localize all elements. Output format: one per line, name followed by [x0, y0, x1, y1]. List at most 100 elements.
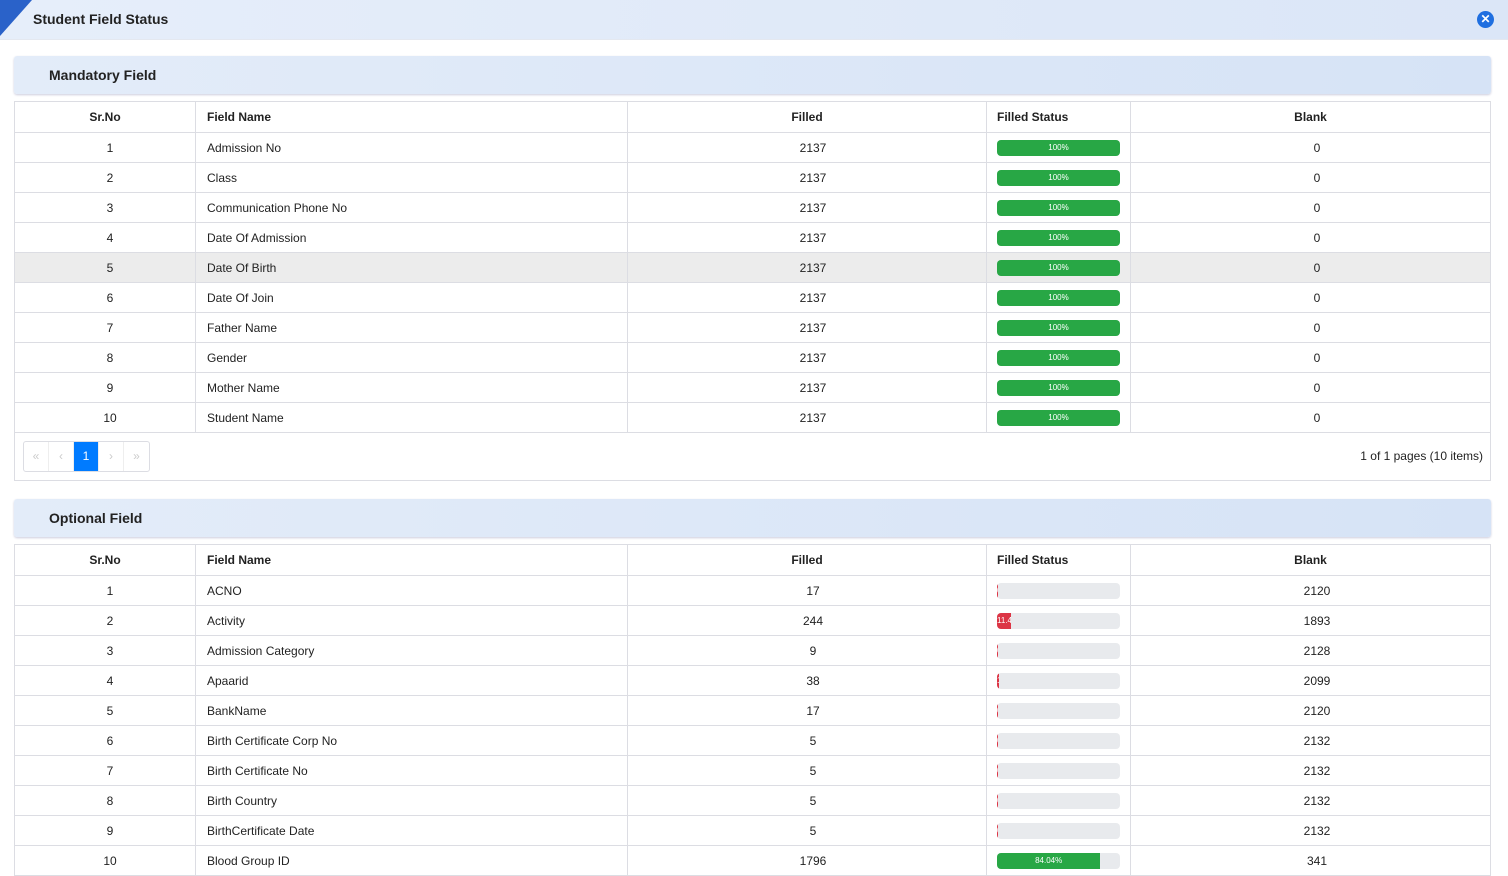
table-row[interactable]: 4 Date Of Admission 2137 100% 0 — [15, 223, 1491, 253]
filled-cell: 2137 — [628, 163, 987, 193]
column-header[interactable]: Filled — [628, 545, 987, 576]
blank-cell: 0 — [1131, 133, 1491, 163]
progress-fill: 100% — [997, 350, 1120, 366]
sr-no-cell: 4 — [15, 223, 196, 253]
last-page-button[interactable]: » — [124, 442, 149, 471]
table-row[interactable]: 9 BirthCertificate Date 5 0.23% 2132 — [15, 816, 1491, 846]
column-header[interactable]: Blank — [1131, 102, 1491, 133]
window-title: Student Field Status — [33, 11, 168, 27]
blank-cell: 2120 — [1131, 696, 1491, 726]
column-header[interactable]: Blank — [1131, 545, 1491, 576]
progress-bar: 100% — [997, 230, 1120, 246]
next-page-button[interactable]: › — [99, 442, 124, 471]
table-row[interactable]: 10 Blood Group ID 1796 84.04% 341 — [15, 846, 1491, 876]
column-header[interactable]: Field Name — [196, 545, 628, 576]
blank-cell: 1893 — [1131, 606, 1491, 636]
filled-cell: 17 — [628, 576, 987, 606]
filled-status-cell: 0.80% — [987, 696, 1131, 726]
filled-cell: 2137 — [628, 223, 987, 253]
table-row[interactable]: 10 Student Name 2137 100% 0 — [15, 403, 1491, 433]
table-row[interactable]: 5 Date Of Birth 2137 100% 0 — [15, 253, 1491, 283]
blank-cell: 2128 — [1131, 636, 1491, 666]
filled-cell: 2137 — [628, 373, 987, 403]
progress-bar: 0.23% — [997, 763, 1120, 779]
filled-cell: 38 — [628, 666, 987, 696]
field-name-cell: Apaarid — [196, 666, 628, 696]
prev-page-button[interactable]: ‹ — [49, 442, 74, 471]
table-row[interactable]: 8 Gender 2137 100% 0 — [15, 343, 1491, 373]
page-1-button[interactable]: 1 — [74, 442, 99, 471]
filled-cell: 2137 — [628, 403, 987, 433]
table-row[interactable]: 4 Apaarid 38 1.78% 2099 — [15, 666, 1491, 696]
column-header[interactable]: Filled Status — [987, 102, 1131, 133]
table-row[interactable]: 2 Activity 244 11.42% 1893 — [15, 606, 1491, 636]
table-row[interactable]: 1 ACNO 17 0.80% 2120 — [15, 576, 1491, 606]
sr-no-cell: 8 — [15, 343, 196, 373]
close-icon[interactable]: ✕ — [1477, 11, 1494, 28]
progress-fill: 100% — [997, 380, 1120, 396]
progress-bar: 0.42% — [997, 643, 1120, 659]
filled-status-cell: 100% — [987, 343, 1131, 373]
field-name-cell: Admission No — [196, 133, 628, 163]
table-row[interactable]: 9 Mother Name 2137 100% 0 — [15, 373, 1491, 403]
blank-cell: 0 — [1131, 403, 1491, 433]
filled-status-cell: 0.42% — [987, 636, 1131, 666]
blank-cell: 2132 — [1131, 726, 1491, 756]
field-name-cell: Birth Country — [196, 786, 628, 816]
field-name-cell: Blood Group ID — [196, 846, 628, 876]
progress-fill: 11.42% — [997, 613, 1011, 629]
blank-cell: 2099 — [1131, 666, 1491, 696]
corner-accent — [0, 0, 32, 36]
filled-status-cell: 100% — [987, 223, 1131, 253]
progress-bar: 100% — [997, 170, 1120, 186]
filled-status-cell: 1.78% — [987, 666, 1131, 696]
blank-cell: 0 — [1131, 283, 1491, 313]
filled-cell: 2137 — [628, 313, 987, 343]
table-row[interactable]: 3 Communication Phone No 2137 100% 0 — [15, 193, 1491, 223]
sr-no-cell: 3 — [15, 193, 196, 223]
sr-no-cell: 6 — [15, 726, 196, 756]
filled-cell: 17 — [628, 696, 987, 726]
pagination-bar: « ‹ 1 › » 1 of 1 pages (10 items) — [14, 433, 1491, 481]
table-row[interactable]: 2 Class 2137 100% 0 — [15, 163, 1491, 193]
progress-bar: 100% — [997, 260, 1120, 276]
progress-bar: 1.78% — [997, 673, 1120, 689]
column-header[interactable]: Field Name — [196, 102, 628, 133]
filled-status-cell: 100% — [987, 373, 1131, 403]
table-row[interactable]: 6 Date Of Join 2137 100% 0 — [15, 283, 1491, 313]
table-row[interactable]: 7 Birth Certificate No 5 0.23% 2132 — [15, 756, 1491, 786]
column-header[interactable]: Filled Status — [987, 545, 1131, 576]
progress-bar: 84.04% — [997, 853, 1120, 869]
table-row[interactable]: 5 BankName 17 0.80% 2120 — [15, 696, 1491, 726]
progress-fill: 1.78% — [997, 673, 999, 689]
progress-bar: 0.23% — [997, 823, 1120, 839]
filled-cell: 9 — [628, 636, 987, 666]
filled-status-cell: 100% — [987, 283, 1131, 313]
first-page-button[interactable]: « — [24, 442, 49, 471]
sr-no-cell: 1 — [15, 133, 196, 163]
blank-cell: 0 — [1131, 163, 1491, 193]
field-name-cell: Class — [196, 163, 628, 193]
field-name-cell: Birth Certificate Corp No — [196, 726, 628, 756]
column-header[interactable]: Sr.No — [15, 545, 196, 576]
field-name-cell: BirthCertificate Date — [196, 816, 628, 846]
column-header[interactable]: Sr.No — [15, 102, 196, 133]
table-row[interactable]: 7 Father Name 2137 100% 0 — [15, 313, 1491, 343]
table-row[interactable]: 1 Admission No 2137 100% 0 — [15, 133, 1491, 163]
sr-no-cell: 7 — [15, 313, 196, 343]
progress-fill: 0.42% — [997, 643, 998, 659]
table-row[interactable]: 8 Birth Country 5 0.23% 2132 — [15, 786, 1491, 816]
field-name-cell: Activity — [196, 606, 628, 636]
filled-cell: 5 — [628, 756, 987, 786]
column-header[interactable]: Filled — [628, 102, 987, 133]
sr-no-cell: 7 — [15, 756, 196, 786]
pager-info: 1 of 1 pages (10 items) — [1360, 449, 1483, 463]
filled-cell: 5 — [628, 726, 987, 756]
table-row[interactable]: 6 Birth Certificate Corp No 5 0.23% 2132 — [15, 726, 1491, 756]
sr-no-cell: 2 — [15, 163, 196, 193]
field-name-cell: BankName — [196, 696, 628, 726]
mandatory-section-header: Mandatory Field — [14, 56, 1491, 94]
table-row[interactable]: 3 Admission Category 9 0.42% 2128 — [15, 636, 1491, 666]
filled-status-cell: 84.04% — [987, 846, 1131, 876]
blank-cell: 341 — [1131, 846, 1491, 876]
